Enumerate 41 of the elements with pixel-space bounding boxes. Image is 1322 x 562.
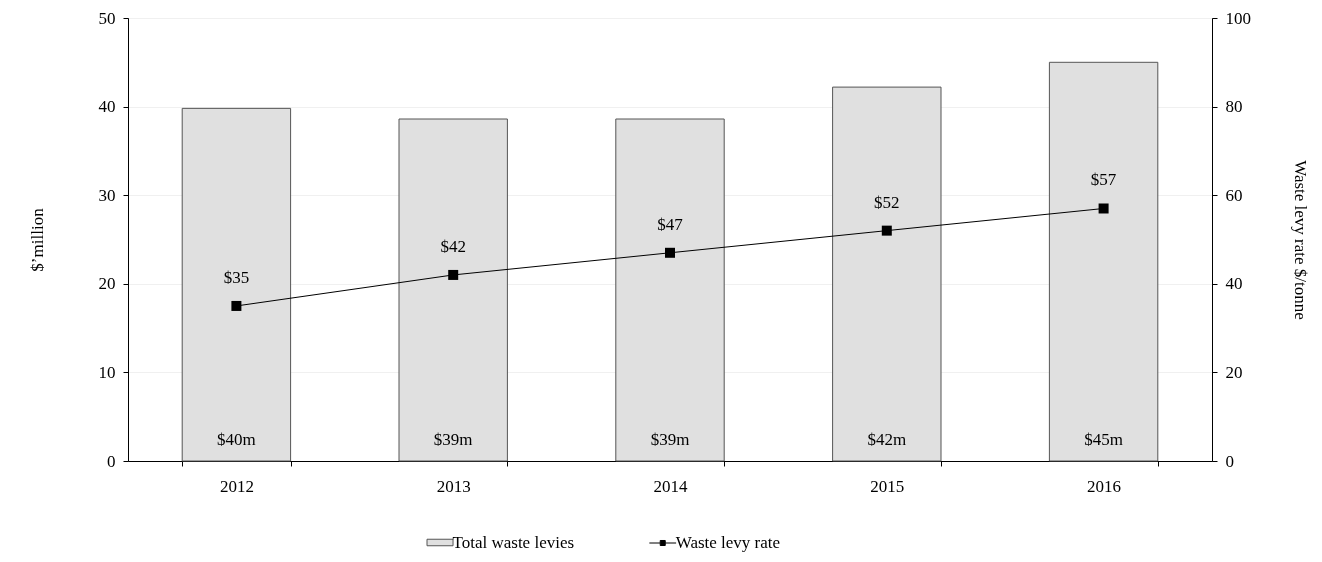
y2-tick-label: 0 [1225, 451, 1234, 471]
x-tick-label: 2014 [653, 476, 688, 496]
data-label: $39m [433, 430, 473, 449]
y-tick-label: 10 [98, 362, 116, 382]
bar [615, 118, 725, 462]
y-tick-label: 20 [98, 274, 116, 294]
data-label: $35 [223, 267, 250, 287]
data-label: $57 [1090, 170, 1117, 190]
x-tick-label: 2015 [870, 476, 905, 496]
bar [181, 107, 292, 462]
data-label: $45m [1084, 430, 1123, 449]
y2-axis-title: Waste levy rate $/tonne [1291, 160, 1310, 320]
data-label: $39m [650, 430, 690, 449]
data-label: $42m [867, 430, 907, 449]
point [231, 300, 242, 311]
data-label: $52 [874, 192, 900, 212]
bar [398, 118, 508, 462]
y-tick-label: 50 [98, 8, 116, 28]
x-tick-label: 2012 [219, 476, 254, 496]
y2-tick-label: 20 [1225, 362, 1243, 382]
legend-label: Waste levy rate [675, 533, 781, 552]
data-label: $42 [440, 236, 466, 256]
y2-tick-label: 60 [1225, 185, 1243, 205]
bar [832, 86, 942, 462]
y2-tick-label: 80 [1225, 97, 1243, 117]
y-axis-title: $’million [27, 207, 47, 272]
x-tick-label: 2016 [1087, 476, 1122, 496]
y2-tick-label: 100 [1225, 8, 1251, 28]
y-tick-label: 30 [98, 185, 116, 205]
y-tick-label: 40 [98, 97, 116, 117]
x-tick-label: 2013 [436, 476, 471, 496]
y2-tick-label: 40 [1225, 274, 1243, 294]
data-label: $40m [217, 430, 256, 449]
legend-label: Total waste levies [452, 532, 575, 552]
point [448, 269, 459, 280]
bar [1048, 61, 1159, 462]
point [1098, 203, 1109, 214]
point [881, 225, 892, 236]
y-tick-label: 0 [107, 451, 116, 471]
point [665, 247, 675, 258]
data-label: $47 [657, 214, 684, 234]
